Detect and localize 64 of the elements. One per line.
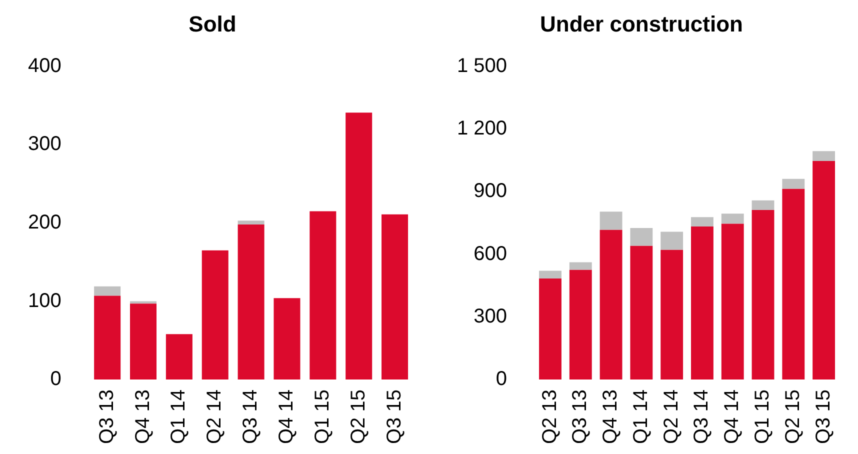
x-tick-label: Q2 14 [660, 390, 682, 444]
y-tick-label: 0 [50, 368, 62, 390]
bar [721, 214, 744, 224]
bar [166, 334, 192, 380]
bar [812, 160, 836, 380]
bar [382, 214, 408, 380]
x-tick-label: Q3 14 [240, 390, 262, 444]
bar [660, 250, 684, 380]
bar [539, 278, 562, 380]
bar [630, 228, 653, 246]
x-tick-label: Q4 13 [600, 390, 622, 444]
bar [812, 151, 836, 161]
bar [130, 301, 157, 304]
bar [346, 112, 372, 380]
chart-title: Sold [188, 11, 236, 36]
x-tick-label: Q2 15 [347, 390, 370, 444]
bar [274, 298, 300, 380]
x-tick-label: Q1 14 [168, 390, 190, 444]
bar [238, 220, 264, 225]
bar [782, 178, 805, 189]
bar [94, 296, 121, 380]
y-tick-label: 900 [474, 180, 508, 202]
x-tick-label: Q1 15 [311, 390, 334, 444]
chart-title: Under construction [540, 11, 743, 36]
x-tick-label: Q4 13 [132, 390, 154, 444]
x-tick-label: Q4 14 [721, 390, 744, 444]
x-tick-label: Q3 14 [690, 390, 713, 444]
bar [569, 262, 592, 270]
x-tick-label: Q2 15 [782, 390, 804, 444]
x-tick-label: Q1 15 [752, 390, 774, 444]
bar [782, 188, 805, 380]
bar [94, 286, 121, 296]
bar [752, 210, 774, 380]
bar [130, 304, 157, 380]
bar [600, 212, 622, 230]
bar [691, 226, 714, 380]
bar [691, 217, 714, 227]
bar [660, 232, 684, 250]
y-tick-label: 300 [28, 133, 62, 156]
x-tick-label: Q2 14 [204, 390, 226, 444]
y-tick-label: 0 [496, 368, 508, 390]
x-tick-label: Q1 14 [630, 390, 652, 444]
bar [238, 224, 264, 380]
bar [310, 211, 336, 380]
bar [569, 270, 592, 380]
y-tick-label: 1 200 [456, 118, 508, 140]
y-tick-label: 100 [28, 290, 62, 312]
y-tick-label: 1 500 [456, 54, 508, 77]
x-tick-label: Q3 15 [812, 390, 834, 444]
bar [630, 246, 653, 380]
y-tick-label: 300 [474, 305, 508, 328]
bar [539, 270, 562, 278]
bar [721, 224, 744, 380]
x-tick-label: Q3 15 [383, 390, 406, 444]
y-tick-label: 600 [474, 242, 508, 265]
bar [752, 200, 774, 210]
y-tick-label: 400 [28, 54, 62, 77]
x-tick-label: Q3 13 [96, 390, 118, 444]
y-tick-label: 200 [28, 211, 62, 234]
bar [600, 230, 622, 380]
x-tick-label: Q2 13 [538, 390, 561, 444]
x-tick-label: Q3 13 [569, 390, 592, 444]
x-tick-label: Q4 14 [276, 390, 298, 444]
bar [202, 250, 228, 380]
